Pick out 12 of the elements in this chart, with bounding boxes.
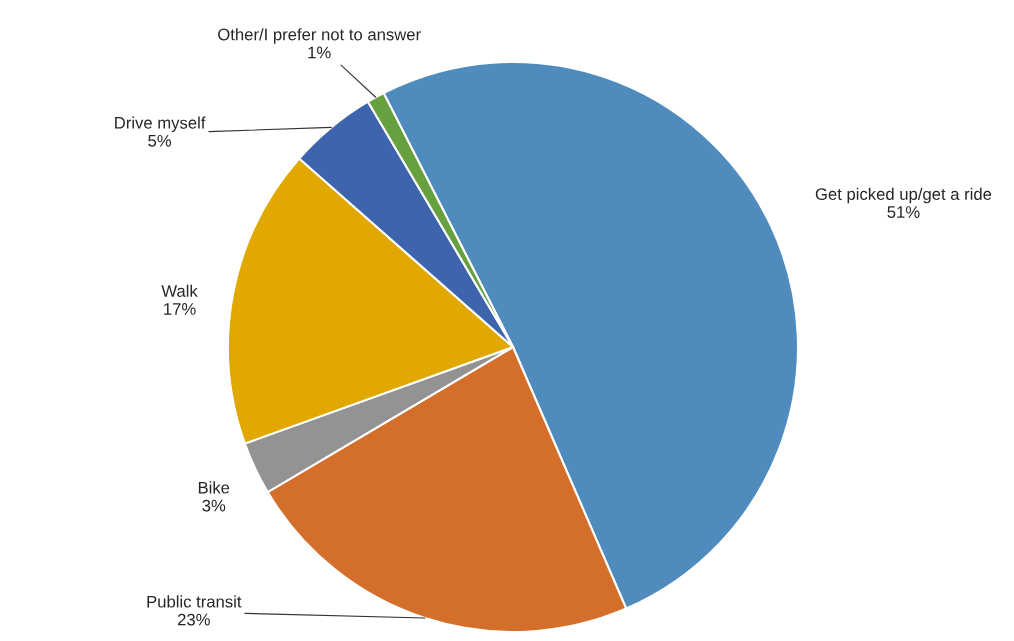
data-label: 17% [164,303,196,315]
slice-label: Drive myself [115,116,206,133]
slice-label: Get picked up/get a ride [815,187,992,204]
slice-label: Public transit [147,595,242,608]
data-label: 3% [202,499,226,512]
data-label: 51% [887,206,920,218]
slice-label: Bike [198,481,230,494]
data-label: 1% [308,46,331,59]
slice-label: Walk [161,284,198,297]
data-label: 23% [177,613,210,626]
slice-label: Other/I prefer not to answer [218,28,421,44]
data-label: 5% [148,134,172,147]
